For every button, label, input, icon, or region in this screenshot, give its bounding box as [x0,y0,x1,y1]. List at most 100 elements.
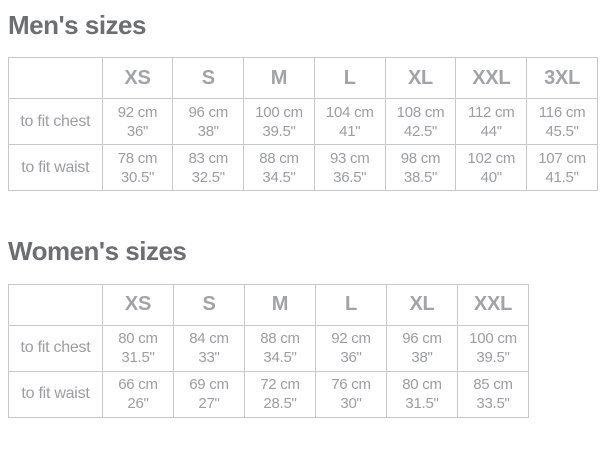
inch-value: 31.5" [121,349,155,367]
inch-value: 30.5" [120,168,155,186]
size-value-cell: 88 cm 34.5" [244,324,316,372]
size-column-header-xxl: XXL [455,57,528,100]
size-value-cell: 80 cm 31.5" [386,370,458,418]
corner-cell [8,283,103,326]
inch-value: 38" [197,122,220,140]
size-column-header-s: S [172,57,245,100]
cm-value: 83 cm [188,149,229,167]
inch-value: 28.5" [263,395,297,413]
cm-value: 116 cm [538,103,586,121]
cm-value: 107 cm [538,149,586,167]
womens-size-table: XS S M L XL XXL to fit chest 80 cm 31.5" 84 cm 33"… [8,283,529,418]
row-label: to fit chest [8,98,103,146]
inch-value: 40" [480,168,503,186]
cm-value: 72 cm [260,376,300,394]
size-value-cell: 84 cm 33" [173,324,245,372]
size-column-header-xxl: XXL [457,283,529,326]
size-column-header-l: L [315,283,387,326]
inch-value: 33.5" [476,395,510,413]
inch-value: 31.5" [405,395,439,413]
size-value-cell: 78 cm 30.5" [101,144,174,192]
inch-value: 36.5" [333,168,367,186]
inch-value: 36" [340,349,362,367]
size-value-cell: 102 cm 40" [455,144,528,192]
cm-value: 98 cm [400,149,441,167]
cm-value: 66 cm [118,376,158,394]
cm-value: 92 cm [117,103,158,121]
inch-value: 45.5" [545,122,579,140]
inch-value: 36" [126,122,149,140]
size-value-cell: 69 cm 27" [173,370,245,418]
row-label: to fit waist [8,370,103,418]
size-value-cell: 98 cm 38.5" [384,144,457,192]
size-value-cell: 100 cm 39.5" [243,98,315,146]
cm-value: 104 cm [325,103,374,121]
size-column-header-xs: XS [101,57,174,100]
size-value-cell: 92 cm 36" [101,98,174,146]
inch-value: 26" [127,395,149,413]
inch-value: 42.5" [403,122,438,140]
cm-value: 108 cm [396,103,445,121]
size-value-cell: 107 cm 41.5" [526,144,598,192]
size-value-cell: 96 cm 38" [386,324,458,372]
size-header-row: XS S M L XL XXL 3XL [8,57,598,100]
inch-value: 38" [411,349,433,367]
cm-value: 78 cm [117,149,158,167]
cm-value: 93 cm [329,149,370,167]
measurement-row: to fit waist 66 cm 26" 69 cm 27" 72 cm 28.5" 76… [8,370,529,418]
size-value-cell: 116 cm 45.5" [526,98,598,146]
size-column-header-xl: XL [386,283,458,326]
size-column-header-m: M [243,57,315,100]
size-value-cell: 83 cm 32.5" [172,144,245,192]
cm-value: 84 cm [189,330,229,348]
size-value-cell: 96 cm 38" [172,98,245,146]
measurement-row: to fit waist 78 cm 30.5" 83 cm 32.5" 88 cm 34.… [8,144,598,192]
cm-value: 88 cm [260,330,300,348]
size-value-cell: 76 cm 30" [315,370,387,418]
size-header-row: XS S M L XL XXL [8,283,529,326]
size-value-cell: 85 cm 33.5" [457,370,529,418]
size-value-cell: 104 cm 41" [313,98,386,146]
womens-sizes-section: Women's sizes XS S M L XL XXL to fit chest 80 c… [8,236,598,418]
corner-cell [8,57,103,100]
size-value-cell: 108 cm 42.5" [384,98,457,146]
inch-value: 39.5" [262,122,296,140]
cm-value: 100 cm [255,103,303,121]
size-value-cell: 100 cm 39.5" [457,324,529,372]
inch-value: 41" [339,122,361,140]
inch-value: 34.5" [262,168,296,186]
size-column-header-m: M [244,283,316,326]
cm-value: 96 cm [402,330,442,348]
cm-value: 80 cm [118,330,158,348]
size-column-header-xl: XL [384,57,457,100]
size-value-cell: 92 cm 36" [315,324,387,372]
size-charts-page: Men's sizes XS S M L XL XXL 3XL to fit chest 92 … [8,11,598,418]
cm-value: 85 cm [473,376,513,394]
row-label: to fit waist [8,144,103,192]
cm-value: 112 cm [467,103,515,121]
measurement-row: to fit chest 92 cm 36" 96 cm 38" 100 cm 39.5" 1… [8,98,598,146]
cm-value: 88 cm [259,149,299,167]
inch-value: 27" [198,395,220,413]
measurement-row: to fit chest 80 cm 31.5" 84 cm 33" 88 cm 34.5"… [8,324,529,372]
size-column-header-3xl: 3XL [526,57,598,100]
inch-value: 41.5" [545,168,579,186]
inch-value: 44" [480,122,503,140]
womens-sizes-title: Women's sizes [8,236,187,267]
cm-value: 100 cm [469,330,517,348]
size-value-cell: 112 cm 44" [455,98,528,146]
cm-value: 102 cm [467,149,516,167]
size-column-header-s: S [173,283,245,326]
size-value-cell: 88 cm 34.5" [243,144,315,192]
cm-value: 76 cm [331,376,371,394]
mens-size-table: XS S M L XL XXL 3XL to fit chest 92 cm 36" 96 cm 38… [8,57,598,192]
cm-value: 80 cm [402,376,442,394]
inch-value: 30" [340,395,362,413]
size-value-cell: 72 cm 28.5" [244,370,316,418]
cm-value: 96 cm [188,103,229,121]
size-column-header-xs: XS [102,283,174,326]
mens-sizes-section: Men's sizes XS S M L XL XXL 3XL to fit chest 92 … [8,11,598,192]
cm-value: 69 cm [189,376,229,394]
size-value-cell: 66 cm 26" [102,370,174,418]
inch-value: 38.5" [403,168,438,186]
